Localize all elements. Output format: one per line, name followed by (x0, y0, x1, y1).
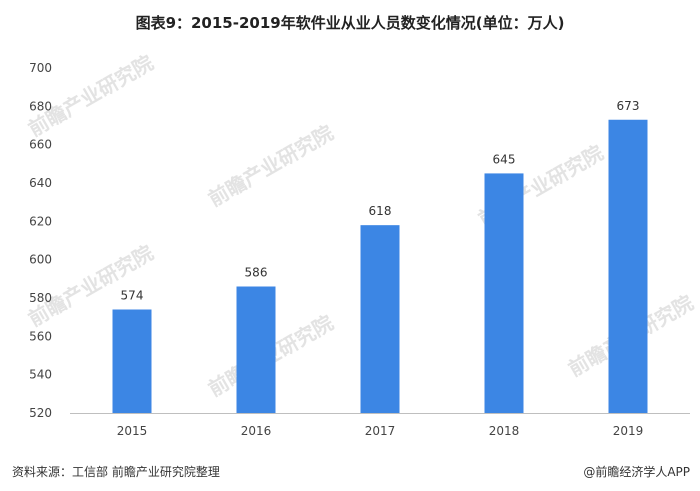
bar (236, 286, 276, 413)
x-tick-label: 2018 (489, 424, 520, 438)
y-axis: 520 540 560 580 600 620 640 660 680 700 (29, 61, 52, 420)
bars-group (112, 119, 648, 413)
y-tick-label: 640 (29, 176, 52, 190)
y-tick-label: 560 (29, 329, 52, 343)
y-tick-label: 700 (29, 61, 52, 75)
y-tick-label: 600 (29, 253, 52, 267)
x-tick-label: 2016 (241, 424, 272, 438)
bar (112, 309, 152, 413)
bar (360, 225, 400, 413)
y-tick-label: 660 (29, 138, 52, 152)
bar (608, 119, 648, 413)
y-tick-label: 540 (29, 368, 52, 382)
bar (484, 173, 524, 413)
data-label: 618 (369, 204, 392, 218)
x-tick-label: 2015 (117, 424, 148, 438)
data-label: 673 (617, 99, 640, 113)
data-labels-group: 574 586 618 645 673 (121, 99, 640, 303)
y-tick-label: 620 (29, 214, 52, 228)
credit-note: @前瞻经济学人APP (583, 465, 690, 479)
y-tick-label: 520 (29, 406, 52, 420)
y-tick-label: 580 (29, 291, 52, 305)
y-tick-label: 680 (29, 99, 52, 113)
x-tick-label: 2017 (365, 424, 396, 438)
data-label: 586 (245, 266, 268, 280)
x-axis: 2015 2016 2017 2018 2019 (70, 413, 690, 438)
data-label: 574 (121, 289, 144, 303)
x-tick-label: 2019 (613, 424, 644, 438)
chart-title: 图表9：2015-2019年软件业从业人员数变化情况(单位：万人) (135, 14, 565, 32)
data-label: 645 (493, 152, 516, 166)
source-note: 资料来源：工信部 前瞻产业研究院整理 (12, 465, 220, 479)
